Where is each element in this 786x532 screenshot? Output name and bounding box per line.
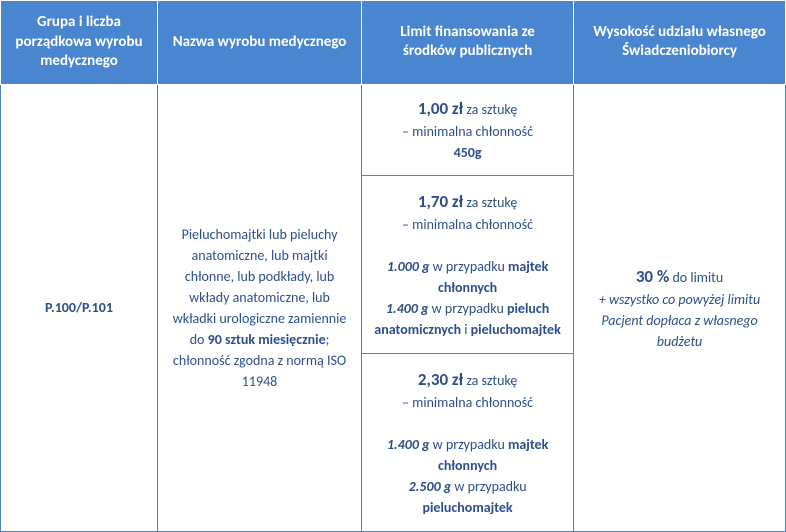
desc-prefix: Pieluchomajtki lub pieluchy anatomiczne,…: [173, 226, 347, 348]
weight-1: 450g: [454, 144, 482, 161]
b2-3: pieluchomajtek: [471, 321, 561, 338]
limit-cell-3: 2,30 zł za sztukę – minimalna chłonność …: [362, 353, 574, 531]
price-2: 1,70 zł: [418, 191, 463, 212]
min-label-2: – minimalna chłonność: [402, 216, 533, 233]
share-note: + wszystko co powyżej limitu Pacjent dop…: [599, 291, 760, 350]
share-pct-suffix: do limitu: [669, 269, 723, 286]
t2-2: w przypadku: [429, 300, 507, 317]
b3-2: pieluchomajtek: [422, 499, 512, 516]
t3-2: w przypadku: [451, 478, 526, 495]
header-share: Wysokość udziału własnego Świadczeniobio…: [574, 1, 786, 85]
w3-1: 1.400 g: [387, 436, 430, 453]
header-group: Grupa i liczba porządkowa wyrobu medyczn…: [1, 1, 158, 85]
header-row: Grupa i liczba porządkowa wyrobu medyczn…: [1, 1, 786, 85]
price-1: 1,00 zł: [418, 98, 463, 119]
financing-table: Grupa i liczba porządkowa wyrobu medyczn…: [0, 0, 786, 532]
share-pct: 30 %: [636, 266, 669, 287]
limit-cell-2: 1,70 zł za sztukę – minimalna chłonność …: [362, 175, 574, 353]
min-label-3: – minimalna chłonność: [402, 394, 533, 411]
w2-1: 1.000 g: [387, 258, 430, 275]
header-product-name: Nazwa wyrobu medycznego: [158, 1, 362, 85]
per-3: za sztukę: [463, 372, 517, 389]
limit-cell-1: 1,00 zł za sztukę – minimalna chłonność …: [362, 84, 574, 175]
share-cell: 30 % do limitu + wszystko co powyżej lim…: [574, 84, 786, 532]
per-1: za sztukę: [463, 101, 517, 118]
min-label-1: – minimalna chłonność: [402, 123, 533, 140]
w2-2: 1.400 g: [386, 300, 429, 317]
desc-qty: 90 sztuk miesięcznie: [208, 331, 326, 348]
and-2: i: [461, 321, 471, 338]
header-limit: Limit finansowania ze środków publicznyc…: [362, 1, 574, 85]
t3-1: w przypadku: [430, 436, 508, 453]
price-3: 2,30 zł: [418, 369, 463, 390]
t2-1: w przypadku: [430, 258, 508, 275]
table-row: P.100/P.101 Pieluchomajtki lub pieluchy …: [1, 84, 786, 175]
product-description: Pieluchomajtki lub pieluchy anatomiczne,…: [158, 84, 362, 532]
product-code: P.100/P.101: [1, 84, 158, 532]
per-2: za sztukę: [463, 194, 517, 211]
w3-2: 2.500 g: [409, 478, 452, 495]
